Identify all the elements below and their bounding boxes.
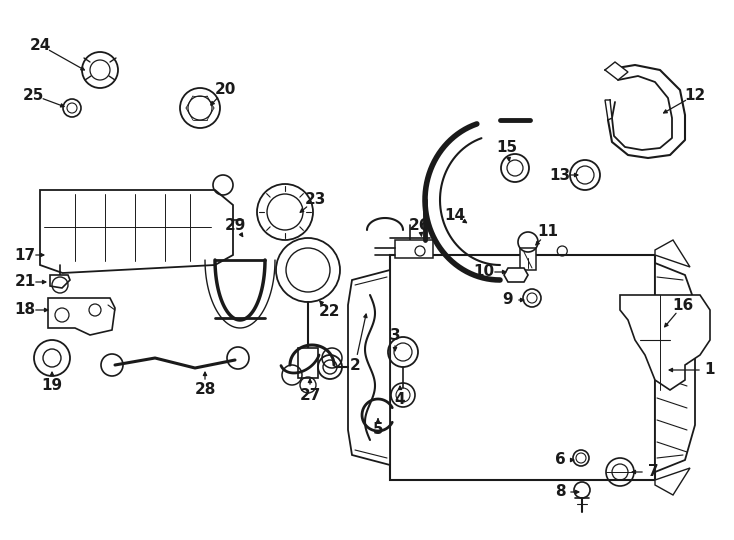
Text: 25: 25: [22, 87, 44, 103]
Polygon shape: [40, 190, 233, 273]
Text: 15: 15: [496, 140, 517, 156]
Polygon shape: [655, 263, 695, 472]
Text: 10: 10: [473, 265, 495, 280]
Text: 4: 4: [395, 393, 405, 408]
Text: 19: 19: [41, 377, 62, 393]
Text: 6: 6: [555, 453, 565, 468]
Bar: [395, 240, 433, 258]
Polygon shape: [504, 268, 528, 282]
Polygon shape: [655, 468, 690, 495]
Bar: [390, 255, 655, 480]
Text: 22: 22: [319, 305, 341, 320]
Polygon shape: [50, 275, 70, 288]
Text: 8: 8: [555, 484, 565, 500]
Text: 5: 5: [373, 422, 383, 437]
Polygon shape: [605, 100, 612, 120]
Bar: [520, 248, 536, 270]
Text: 28: 28: [195, 382, 216, 397]
Text: 12: 12: [684, 87, 705, 103]
Bar: [298, 348, 318, 378]
Polygon shape: [348, 270, 390, 465]
Polygon shape: [605, 62, 628, 80]
Text: 18: 18: [15, 302, 35, 318]
Text: 24: 24: [29, 37, 51, 52]
Text: 9: 9: [503, 293, 513, 307]
Text: 7: 7: [647, 464, 658, 480]
Text: 13: 13: [550, 167, 570, 183]
Text: 29: 29: [225, 218, 246, 233]
Text: 21: 21: [15, 274, 36, 289]
Text: 16: 16: [672, 298, 694, 313]
Text: 20: 20: [214, 83, 236, 98]
Text: 17: 17: [15, 247, 35, 262]
Text: 1: 1: [705, 362, 715, 377]
Text: 23: 23: [305, 192, 326, 207]
Text: 2: 2: [349, 357, 360, 373]
Polygon shape: [620, 295, 710, 390]
Text: 3: 3: [390, 327, 400, 342]
Text: 14: 14: [445, 207, 465, 222]
Polygon shape: [655, 240, 690, 267]
Polygon shape: [48, 298, 115, 335]
Text: 11: 11: [537, 225, 559, 240]
Text: 26: 26: [410, 218, 431, 233]
Text: 27: 27: [299, 388, 321, 402]
